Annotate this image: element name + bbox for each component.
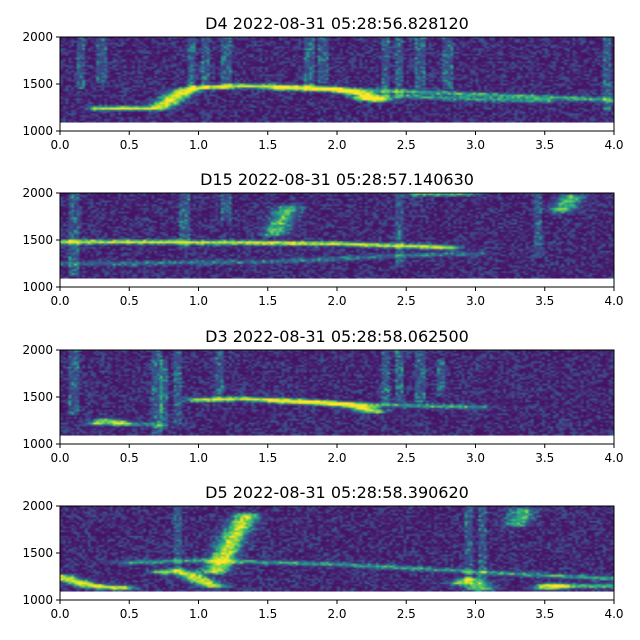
y-tick-label: 1000 (22, 593, 53, 607)
x-tick-label: 1.5 (258, 138, 277, 152)
y-tick-label: 1500 (22, 546, 53, 560)
x-tick-label: 1.0 (189, 294, 208, 308)
x-tick-label: 0.0 (50, 294, 69, 308)
y-tick-label: 2000 (22, 30, 53, 44)
y-tick-label: 2000 (22, 499, 53, 513)
x-tick-label: 1.5 (258, 607, 277, 621)
spectrogram-image (60, 193, 614, 279)
x-tick-label: 0.5 (120, 607, 139, 621)
x-tick-label: 2.0 (327, 294, 346, 308)
y-tick-label: 1500 (22, 77, 53, 91)
x-tick-label: 2.0 (327, 451, 346, 465)
x-tick-label: 3.5 (535, 607, 554, 621)
spectrogram-image (60, 506, 614, 592)
x-tick-label: 3.0 (466, 607, 485, 621)
spectrogram-panel-2: D15 2022-08-31 05:28:57.140630 0.0 0.5 1.0 1… (22, 170, 623, 308)
x-tick-label: 3.5 (535, 294, 554, 308)
x-tick-label: 2.5 (397, 294, 416, 308)
y-tick-label: 1500 (22, 233, 53, 247)
x-tick-label: 0.0 (50, 607, 69, 621)
x-tick-label: 3.0 (466, 451, 485, 465)
x-tick-label: 1.5 (258, 294, 277, 308)
x-tick-label: 1.5 (258, 451, 277, 465)
y-tick-label: 2000 (22, 343, 53, 357)
x-tick-label: 2.5 (397, 607, 416, 621)
panel-title: D3 2022-08-31 05:28:58.062500 (205, 327, 469, 346)
x-tick-label: 4.0 (604, 138, 623, 152)
spectrogram-panel-4: D5 2022-08-31 05:28:58.390620 0.0 0.5 1.0 1.… (22, 483, 623, 621)
x-tick-label: 2.5 (397, 138, 416, 152)
x-tick-label: 0.0 (50, 138, 69, 152)
x-tick-label: 4.0 (604, 294, 623, 308)
y-tick-label: 1000 (22, 280, 53, 294)
x-tick-label: 4.0 (604, 607, 623, 621)
y-tick-label: 1500 (22, 390, 53, 404)
spectrogram-panel-1: D4 2022-08-31 05:28:56.828120 0.0 0.5 1.0 1.… (22, 14, 623, 152)
x-tick-label: 1.0 (189, 138, 208, 152)
panel-title: D4 2022-08-31 05:28:56.828120 (205, 14, 469, 33)
spectrogram-image (60, 37, 614, 123)
y-tick-label: 1000 (22, 437, 53, 451)
x-tick-label: 1.0 (189, 607, 208, 621)
y-tick-label: 2000 (22, 186, 53, 200)
x-tick-label: 2.0 (327, 607, 346, 621)
x-tick-label: 0.0 (50, 451, 69, 465)
x-tick-label: 3.0 (466, 294, 485, 308)
x-tick-label: 4.0 (604, 451, 623, 465)
x-tick-label: 3.5 (535, 138, 554, 152)
x-tick-label: 1.0 (189, 451, 208, 465)
x-tick-label: 0.5 (120, 294, 139, 308)
spectrogram-panel-3: D3 2022-08-31 05:28:58.062500 0.0 0.5 1.0 1.… (22, 327, 623, 465)
y-tick-label: 1000 (22, 124, 53, 138)
x-tick-label: 2.5 (397, 451, 416, 465)
x-tick-label: 3.5 (535, 451, 554, 465)
panel-title: D5 2022-08-31 05:28:58.390620 (205, 483, 469, 502)
x-tick-label: 3.0 (466, 138, 485, 152)
panel-title: D15 2022-08-31 05:28:57.140630 (200, 170, 474, 189)
x-tick-label: 0.5 (120, 451, 139, 465)
x-tick-label: 0.5 (120, 138, 139, 152)
spectrogram-image (60, 350, 614, 436)
x-tick-label: 2.0 (327, 138, 346, 152)
